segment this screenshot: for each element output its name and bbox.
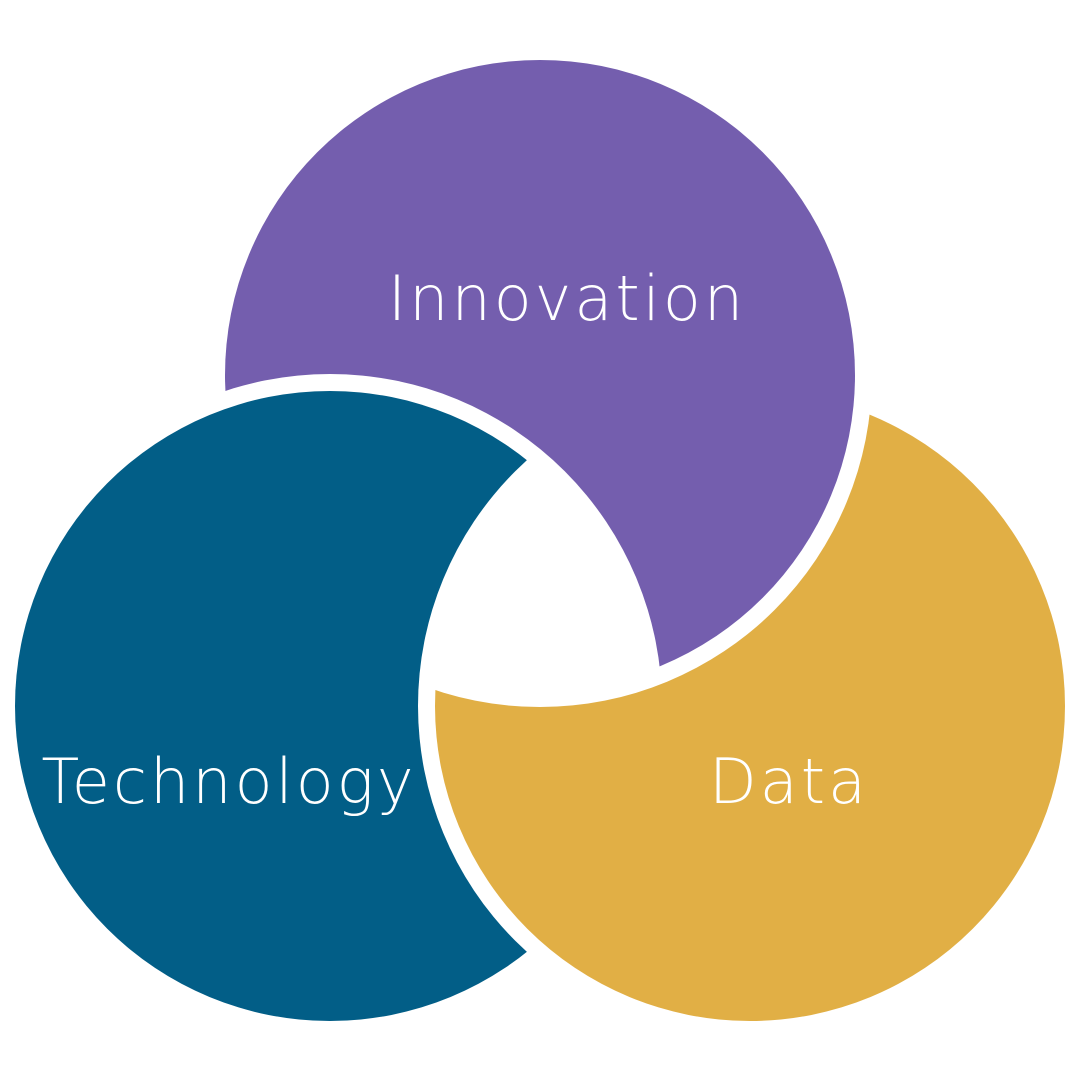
technology-label: Technology [41, 745, 416, 818]
innovation-label: Innovation [388, 262, 746, 335]
data-label: Data [709, 745, 869, 818]
data-circle [435, 391, 1065, 1021]
